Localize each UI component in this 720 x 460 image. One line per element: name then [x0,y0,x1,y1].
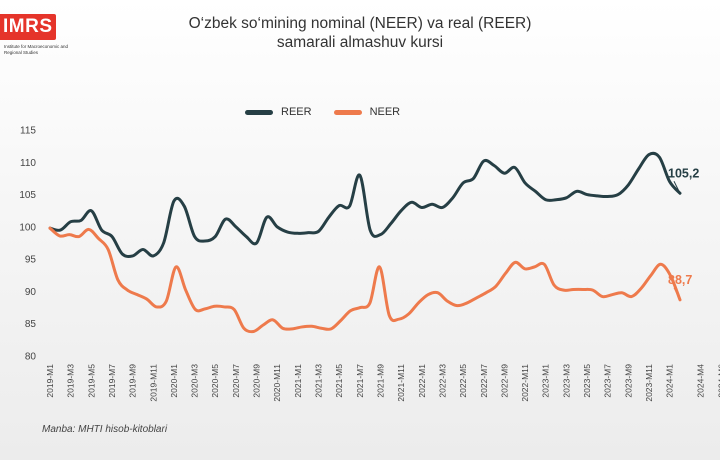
chart-legend: REER NEER [245,104,400,120]
x-tick-label: 2023-M1 [541,364,551,398]
y-tick-label: 105 [19,190,36,201]
y-tick-label: 90 [25,287,37,298]
x-tick-label: 2023-M3 [561,364,571,398]
y-axis: 80 85 90 95 100 105 110 115 [19,126,36,363]
source-note: Manba: MHTI hisob-kitoblari [42,424,168,435]
logo-mark: IMRS [0,14,56,40]
x-tick-label: 2021-M1 [293,364,303,398]
logo-subtitle: Institute for Macroeconomic and Regional… [4,44,69,55]
x-axis: 2019-M1 2019-M3 2019-M5 2019-M7 2019-M9 2019-… [45,364,720,402]
y-tick-label: 95 [25,255,37,266]
x-tick-label: 2022-M9 [499,364,509,398]
end-labels: 105,2 88,7 [668,166,699,301]
y-tick-label: 110 [20,158,36,169]
x-tick-label: 2024-M1 [665,364,675,398]
x-tick-label: 2020-M1 [169,364,179,398]
x-tick-label: 2022-M11 [520,364,530,402]
legend-item-neer: NEER [333,106,401,118]
end-label-neer: 88,7 [668,273,692,287]
x-tick-label: 2021-M3 [314,364,324,398]
chart-title: O‘zbek so‘mining nominal (NEER) va real … [110,14,610,52]
y-tick-label: 100 [19,222,36,233]
legend-label-neer: NEER [369,106,401,118]
end-label-leader-neer [673,287,681,301]
end-label-leader-reer [673,181,681,194]
x-tick-label: 2019-M9 [128,364,138,398]
x-tick-label: 2023-M5 [582,364,592,398]
x-tick-label: 2023-M9 [623,364,633,398]
end-label-reer: 105,2 [668,166,699,180]
x-tick-label: 2020-M3 [190,364,200,398]
x-tick-label: 2020-M7 [231,364,241,398]
series-line-neer [48,226,682,334]
x-tick-label: 2023-M7 [603,364,613,398]
x-tick-label: 2024-M6 [716,364,720,398]
x-tick-label: 2021-M9 [375,364,385,398]
x-tick-label: 2024-M4 [696,364,706,398]
legend-label-reer: REER [281,106,312,118]
x-tick-label: 2019-M1 [45,364,55,398]
x-tick-label: 2019-M5 [86,364,96,398]
x-tick-label: 2019-M11 [148,364,158,402]
x-tick-label: 2020-M11 [272,364,282,402]
x-tick-label: 2020-M9 [252,364,262,398]
x-tick-label: 2022-M7 [479,364,489,398]
x-tick-label: 2023-M11 [644,364,654,402]
x-tick-label: 2021-M5 [334,364,344,398]
chart-title-line-1: O‘zbek so‘mining nominal (NEER) va real … [188,15,532,32]
series-lines [48,151,682,334]
institute-logo: IMRS Institute for Macroeconomic and Reg… [0,14,70,58]
x-tick-label: 2022-M3 [437,364,447,398]
x-tick-label: 2019-M3 [66,364,76,398]
x-tick-label: 2021-M7 [355,364,365,398]
legend-swatch-neer [333,109,362,115]
y-tick-label: 80 [25,352,37,363]
x-tick-label: 2021-M11 [396,364,406,402]
y-tick-label: 115 [20,126,36,137]
x-tick-label: 2022-M1 [417,364,427,398]
chart-title-line-2: samarali almashuv kursi [276,34,444,51]
legend-swatch-reer [245,109,273,115]
series-line-reer [48,151,682,258]
y-tick-label: 85 [25,319,37,330]
x-tick-label: 2020-M5 [210,364,220,398]
x-tick-label: 2019-M7 [107,364,117,398]
x-tick-label: 2022-M5 [458,364,468,398]
legend-item-reer: REER [245,106,312,118]
